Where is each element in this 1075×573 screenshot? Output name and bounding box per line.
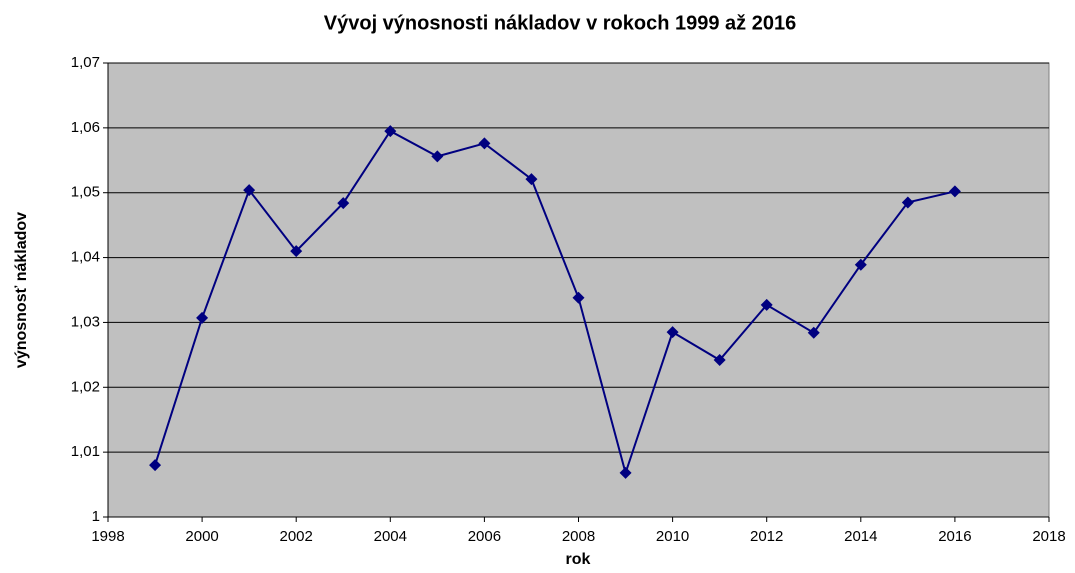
data-point xyxy=(243,184,256,197)
x-tick-label: 2012 xyxy=(750,528,783,545)
x-tick-label: 2004 xyxy=(374,528,407,545)
y-axis-label: výnosnosť nákladov xyxy=(13,212,30,368)
x-tick-label: 1998 xyxy=(91,528,124,545)
x-tick-label: 2016 xyxy=(938,528,971,545)
y-tick-label: 1,06 xyxy=(71,119,100,136)
data-point xyxy=(713,354,726,367)
y-tick-label: 1,03 xyxy=(71,313,100,330)
x-tick-label: 2018 xyxy=(1032,528,1065,545)
x-tick-label: 2006 xyxy=(468,528,501,545)
y-tick-label: 1,02 xyxy=(71,378,100,395)
y-tick-label: 1,01 xyxy=(71,443,100,460)
data-point xyxy=(384,125,397,138)
y-tick-label: 1,07 xyxy=(71,54,100,71)
data-point xyxy=(337,197,350,210)
data-point xyxy=(478,137,491,150)
data-point xyxy=(760,298,773,311)
data-point xyxy=(666,326,679,339)
y-tick-label: 1 xyxy=(92,508,100,525)
data-point xyxy=(572,291,585,304)
data-point xyxy=(619,466,632,479)
y-tick-label: 1,05 xyxy=(71,184,100,201)
data-point xyxy=(948,185,961,198)
x-tick-label: 2002 xyxy=(280,528,313,545)
x-tick-label: 2000 xyxy=(185,528,218,545)
x-tick-label: 2008 xyxy=(562,528,595,545)
data-line xyxy=(154,129,956,477)
data-point xyxy=(525,173,538,186)
x-tick-label: 2010 xyxy=(656,528,689,545)
data-point xyxy=(290,245,303,258)
x-tick-label: 2014 xyxy=(844,528,877,545)
x-axis-label: rok xyxy=(566,551,591,568)
data-point xyxy=(854,258,867,271)
chart-title: Vývoj výnosnosti nákladov v rokoch 1999 … xyxy=(324,12,796,34)
data-point xyxy=(901,196,914,209)
data-point xyxy=(149,459,162,472)
data-point xyxy=(196,311,209,324)
y-tick-label: 1,04 xyxy=(71,249,100,266)
data-point xyxy=(807,326,820,339)
plot-area xyxy=(107,62,1050,518)
data-point xyxy=(431,150,444,163)
